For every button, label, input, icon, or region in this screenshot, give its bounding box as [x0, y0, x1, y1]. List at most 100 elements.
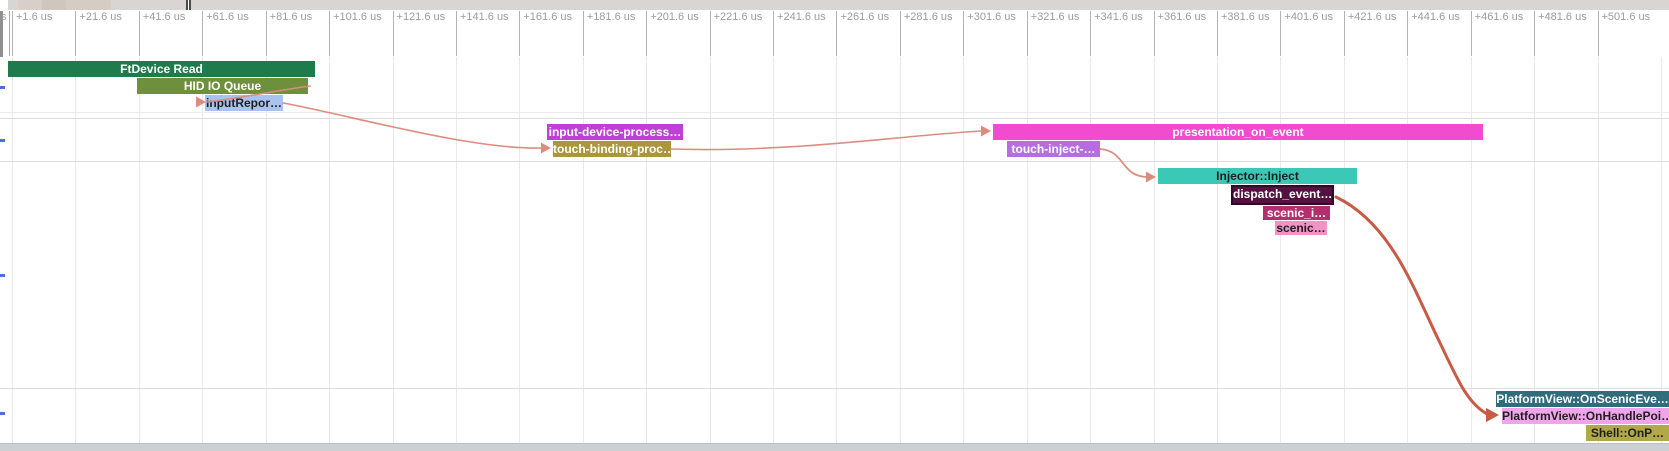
ruler-tick-label: +401.6 us [1284, 11, 1334, 23]
ruler-tick [519, 11, 521, 56]
slice-injector-inject[interactable]: Injector::Inject [1158, 168, 1357, 184]
ruler-edge-bar [0, 11, 3, 57]
ruler-tick-label: +201.6 us [650, 11, 699, 23]
ruler-tick [582, 11, 584, 56]
ruler-tick [1343, 11, 1345, 56]
ruler-tick-label: +141.6 us [459, 11, 509, 23]
ruler-tick [773, 11, 775, 56]
ruler-tick-label: +481.6 us [1538, 11, 1587, 23]
ruler-tick-label: +381.6 us [1220, 11, 1270, 23]
ruler-tick [392, 11, 394, 56]
gridline [1280, 57, 1282, 444]
ruler-tick [455, 11, 457, 56]
ruler-tick-label: +21.6 us [79, 11, 122, 23]
flow-arrow-touch-binding-process-to-presentation-on-event [670, 130, 983, 151]
slice-touch-binding-process[interactable]: touch-binding-proc… [553, 141, 671, 157]
gridline [265, 57, 267, 444]
ruler-tick-label: +101.6 us [333, 11, 382, 23]
viewport-marker[interactable] [186, 0, 191, 10]
gridline [455, 57, 457, 444]
track-separator [0, 388, 1669, 389]
ruler-inner-line [9, 11, 10, 56]
ruler-tick [709, 11, 711, 56]
ruler-tick-label: +41.6 us [142, 11, 186, 23]
gridline [773, 57, 775, 444]
gridline [519, 57, 521, 444]
gridline [709, 57, 711, 444]
slice-scenic[interactable]: scenic… [1275, 221, 1327, 235]
overview-heat-patch [66, 0, 111, 10]
ruler-tick [1470, 11, 1472, 56]
gridline [899, 57, 901, 444]
gridline [1026, 57, 1028, 444]
track-link-fragment[interactable] [0, 139, 5, 142]
slice-presentation-on-event[interactable]: presentation_on_event [993, 124, 1483, 140]
gridline [138, 57, 140, 444]
overview-minimap[interactable] [8, 0, 1669, 10]
horizontal-scrollbar[interactable] [0, 443, 1669, 451]
ruler-tick [1216, 11, 1218, 56]
time-ruler: +1.6 us +21.6 us +41.6 us +61.6 us +81.6 us +… [0, 10, 1669, 57]
gridline [582, 57, 584, 444]
ruler-tick [963, 11, 965, 56]
ruler-tick-label: +501.6 us [1601, 11, 1651, 23]
ruler-tick-label: +461.6 us [1474, 11, 1524, 23]
gridline [1216, 57, 1218, 444]
ruler-tick [1026, 11, 1028, 56]
ruler-tick-label: +321.6 us [1030, 11, 1080, 23]
flow-arrowhead [981, 125, 991, 137]
track-link-fragment[interactable] [0, 86, 5, 89]
flow-arrowhead [541, 142, 551, 154]
ruler-tick-label: +61.6 us [206, 11, 249, 23]
ruler-tick [202, 11, 204, 56]
flow-arrow-dispatch-event-to-platformview-onhandlepointer [1334, 195, 1489, 416]
ruler-tick-label: +301.6 us [967, 11, 1016, 23]
ruler-tick-label: +441.6 us [1411, 11, 1460, 23]
ruler-tick [1407, 11, 1409, 56]
ruler-tick [265, 11, 267, 56]
gridline [392, 57, 394, 444]
ruler-tick-label: +341.6 us [1094, 11, 1143, 23]
slice-ftdevice-read[interactable]: FtDevice Read [8, 61, 315, 77]
track-link-fragment[interactable] [0, 412, 5, 415]
ruler-tick [1597, 11, 1599, 56]
ruler-tick-label: +1.6 us [16, 11, 53, 23]
slice-input-device-process[interactable]: input-device-process… [547, 124, 683, 140]
ruler-tick-label: +421.6 us [1347, 11, 1397, 23]
slice-platformview-onhandlepointer[interactable]: PlatformView::OnHandlePoi… [1502, 408, 1669, 424]
slice-scenic-i[interactable]: scenic_i… [1263, 206, 1330, 220]
slice-shell-onp[interactable]: Shell::OnP… [1586, 425, 1669, 441]
ruler-tick-label: +181.6 us [586, 11, 636, 23]
slice-platformview-onscenicevent[interactable]: PlatformView::OnScenicEve… [1496, 391, 1669, 407]
slice-touch-inject[interactable]: touch-inject-… [1007, 141, 1100, 157]
ruler-tick-label: +361.6 us [1157, 11, 1207, 23]
flow-arrow-input-report-to-touch-binding-process [282, 102, 543, 149]
track-separator [0, 112, 1669, 113]
ruler-tick [329, 11, 331, 56]
flow-arrowhead [1486, 407, 1499, 423]
slice-dispatch-event[interactable]: dispatch_event… [1231, 185, 1334, 205]
ruler-tick-label: +261.6 us [840, 11, 890, 23]
gridline [329, 57, 331, 444]
ruler-tick-label: +121.6 us [396, 11, 446, 23]
gridline [836, 57, 838, 444]
gridline [646, 57, 648, 444]
slice-hid-io-queue[interactable]: HID IO Queue [137, 78, 308, 94]
track-link-fragment[interactable] [0, 274, 5, 277]
flow-arrow-touch-inject-to-injector-inject [1099, 148, 1148, 178]
ruler-tick-label: +281.6 us [903, 11, 953, 23]
ruler-tick [138, 11, 140, 56]
gridline [1090, 57, 1092, 444]
gridline [1534, 57, 1536, 444]
gridline [75, 57, 77, 444]
ruler-tick [836, 11, 838, 56]
ruler-clipped-label: s [1, 11, 7, 23]
gridline [963, 57, 965, 444]
ruler-tick-label: +241.6 us [777, 11, 826, 23]
track-separator [0, 161, 1669, 162]
ruler-tick [1534, 11, 1536, 56]
slice-input-report[interactable]: inputRepor… [205, 95, 283, 111]
ruler-tick [1090, 11, 1092, 56]
gridline [12, 57, 13, 444]
